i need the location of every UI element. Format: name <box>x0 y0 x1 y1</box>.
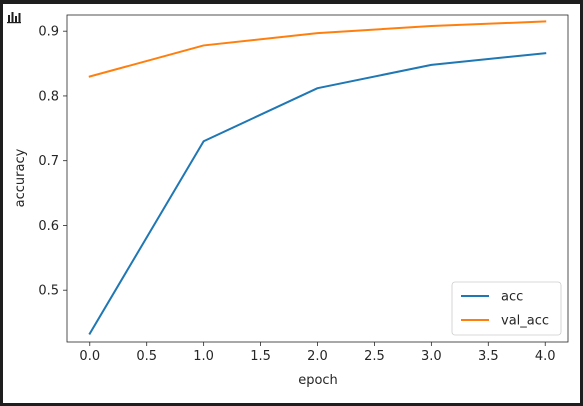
legend-label-val-acc: val_acc <box>501 314 549 329</box>
y-tick-label: 0.9 <box>38 25 59 40</box>
legend: acc val_acc <box>451 281 562 336</box>
y-tick-label: 0.6 <box>38 219 59 234</box>
x-tick-label: 3.0 <box>421 349 442 364</box>
plot-canvas <box>3 4 580 403</box>
series-lines <box>88 20 547 335</box>
x-tick-label: 0.0 <box>79 349 100 364</box>
x-axis-ticks: 0.0 0.5 1.0 1.5 2.0 2.5 3.0 3.5 4.0 <box>79 342 556 364</box>
y-tick-label: 0.8 <box>38 89 59 104</box>
series-line-acc <box>88 52 547 335</box>
x-tick-label: 4.0 <box>535 349 556 364</box>
x-tick-label: 3.5 <box>478 349 499 364</box>
x-tick-label: 0.5 <box>136 349 157 364</box>
legend-label-acc: acc <box>501 290 523 305</box>
x-tick-label: 1.5 <box>250 349 271 364</box>
y-axis-label: accuracy <box>13 148 28 207</box>
x-tick-label: 1.0 <box>193 349 214 364</box>
y-tick-label: 0.5 <box>38 284 59 299</box>
y-tick-label: 0.7 <box>38 154 59 169</box>
bar-chart-icon[interactable] <box>6 9 22 24</box>
y-axis-ticks: 0.5 0.6 0.7 0.8 0.9 <box>38 25 67 299</box>
x-tick-label: 2.0 <box>307 349 328 364</box>
x-tick-label: 2.5 <box>364 349 385 364</box>
series-line-val-acc <box>88 20 547 78</box>
x-axis-label: epoch <box>298 373 338 388</box>
